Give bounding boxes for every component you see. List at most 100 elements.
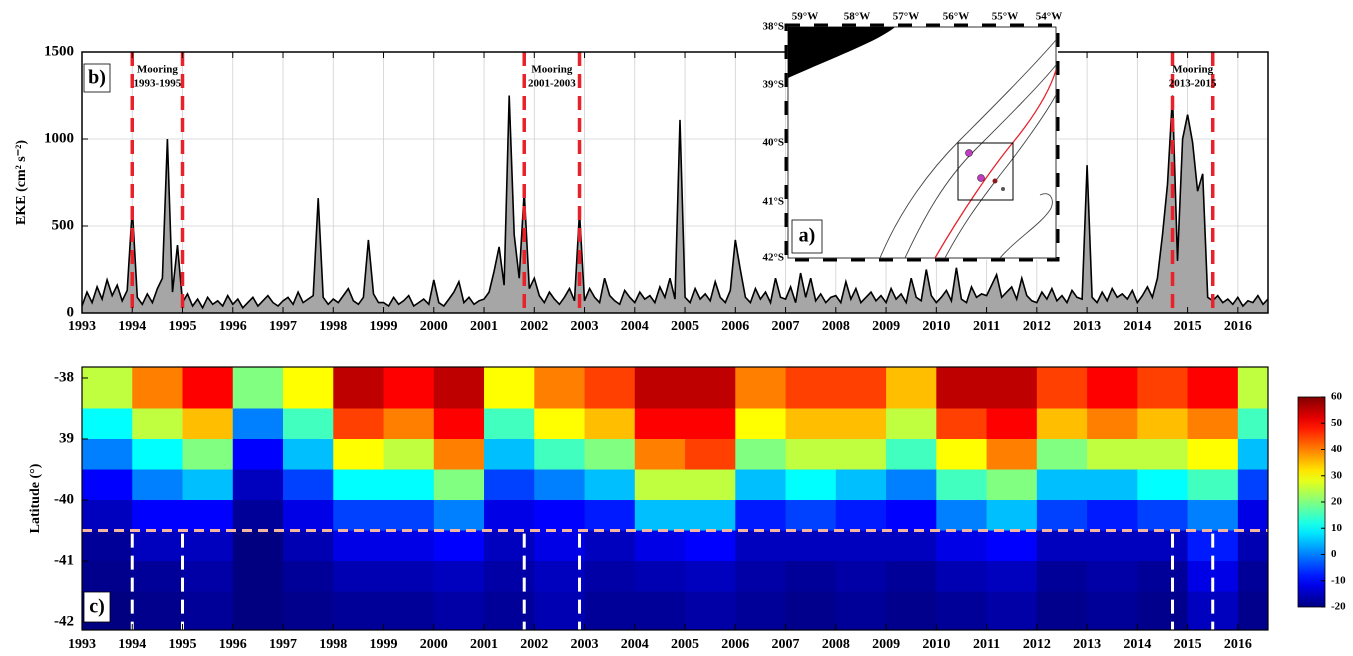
- heat-cell: [333, 367, 385, 409]
- heat-cell: [936, 367, 988, 409]
- heat-cell: [333, 561, 385, 593]
- x-tick-label: 2013: [1073, 319, 1101, 334]
- heat-cell: [484, 561, 535, 593]
- y-axis-label: EKE (cm² s⁻²): [14, 140, 29, 225]
- panel-label-box: [83, 591, 111, 623]
- y-tick-label: -40: [54, 491, 74, 507]
- heat-cell: [785, 408, 837, 440]
- y-tick-label: -42: [54, 614, 74, 630]
- heat-cell: [735, 500, 787, 532]
- site: [977, 174, 985, 182]
- heat-cell: [584, 561, 636, 593]
- x-tick-label: 2002: [520, 319, 548, 334]
- heat-cell: [333, 469, 385, 501]
- heat-cell: [534, 469, 586, 501]
- heat-cell: [886, 530, 937, 562]
- mooring-label: Mooring: [137, 64, 178, 76]
- x-tick-label: 2009: [872, 319, 900, 334]
- x-tick-label: 2002: [520, 637, 548, 652]
- heat-cell: [735, 469, 787, 501]
- colorbar-tick-label: 40: [1331, 443, 1343, 455]
- heat-cell: [785, 530, 837, 562]
- heat-cell: [1137, 561, 1189, 593]
- heat-cell: [132, 500, 184, 532]
- heat-cell: [1187, 408, 1239, 440]
- panel-label: c): [89, 596, 105, 618]
- heat-cell: [232, 530, 284, 562]
- heat-cell: [785, 367, 837, 409]
- heat-cell: [1087, 500, 1138, 532]
- heat-cell: [333, 530, 385, 562]
- heat-cell: [634, 561, 686, 593]
- heat-cell: [936, 591, 988, 631]
- heat-cell: [1137, 408, 1189, 440]
- heat-cell: [383, 408, 435, 440]
- heat-cell: [132, 469, 184, 501]
- heat-cell: [685, 530, 736, 562]
- heat-cell: [1237, 439, 1269, 471]
- heat-cell: [735, 439, 787, 471]
- heat-cell: [232, 500, 284, 532]
- mooring-period: 2001-2003: [528, 78, 576, 90]
- heat-cell: [1036, 469, 1088, 501]
- heat-cell: [886, 591, 937, 631]
- heat-cell: [685, 439, 736, 471]
- x-tick-label: 2001: [470, 637, 498, 652]
- heat-cell: [232, 591, 284, 631]
- heat-cell: [433, 439, 485, 471]
- heat-cell: [433, 469, 485, 501]
- heat-cell: [986, 469, 1038, 501]
- lon-label: 56°W: [943, 11, 969, 23]
- x-tick-label: 1995: [169, 319, 197, 334]
- colorbar-tick-label: 10: [1331, 522, 1343, 534]
- panel-b: Mooring 1993-1995 Mooring 2001-2003 Mooring 2…: [14, 43, 1269, 334]
- x-tick-label: 2009: [872, 637, 900, 652]
- heat-cell: [484, 367, 535, 409]
- heat-cell: [936, 500, 988, 532]
- heat-cell: [1087, 530, 1138, 562]
- x-tick-label: 2004: [621, 637, 649, 652]
- heat-cell: [82, 500, 133, 532]
- y-tick-label: 500: [52, 217, 75, 233]
- heat-cell: [383, 561, 435, 593]
- heat-cell: [1036, 530, 1088, 562]
- heat-cell: [1237, 591, 1269, 631]
- heat-cell: [383, 367, 435, 409]
- x-tick-label: 2003: [571, 637, 599, 652]
- heat-cell: [584, 469, 636, 501]
- red-line: [934, 69, 1057, 259]
- heat-cell: [1237, 561, 1269, 593]
- heat-cell: [132, 439, 184, 471]
- y-tick-label: 1500: [44, 43, 74, 59]
- heat-cell: [886, 408, 937, 440]
- heat-cell: [283, 561, 334, 593]
- heat-cell: [82, 469, 133, 501]
- heat-cell: [936, 439, 988, 471]
- lon-label: 55°W: [992, 11, 1018, 23]
- x-tick-label: 2004: [621, 319, 649, 334]
- site: [965, 149, 973, 157]
- x-tick-label: 2013: [1073, 637, 1101, 652]
- x-tick-label: 1993: [68, 319, 96, 334]
- y-axis-label: Latitude (°): [28, 463, 43, 533]
- x-tick-label: 2007: [772, 319, 800, 334]
- heat-cell: [986, 591, 1038, 631]
- heat-cell: [182, 561, 234, 593]
- panel-label: b): [88, 67, 106, 89]
- heat-cell: [634, 367, 686, 409]
- colorbar-tick-label: 60: [1331, 391, 1343, 403]
- heat-cell: [685, 408, 736, 440]
- heat-cell: [835, 439, 887, 471]
- heat-cell: [936, 469, 988, 501]
- colorbar-tick-label: 20: [1331, 496, 1343, 508]
- heat-cell: [584, 591, 636, 631]
- heat-cell: [936, 530, 988, 562]
- x-tick-label: 2016: [1224, 637, 1252, 652]
- heat-cell: [1087, 408, 1138, 440]
- lon-label: 59°W: [792, 11, 818, 23]
- heat-cell: [685, 469, 736, 501]
- x-tick-label: 2006: [721, 637, 749, 652]
- x-tick-label: 2016: [1224, 319, 1252, 334]
- heat-cell: [835, 561, 887, 593]
